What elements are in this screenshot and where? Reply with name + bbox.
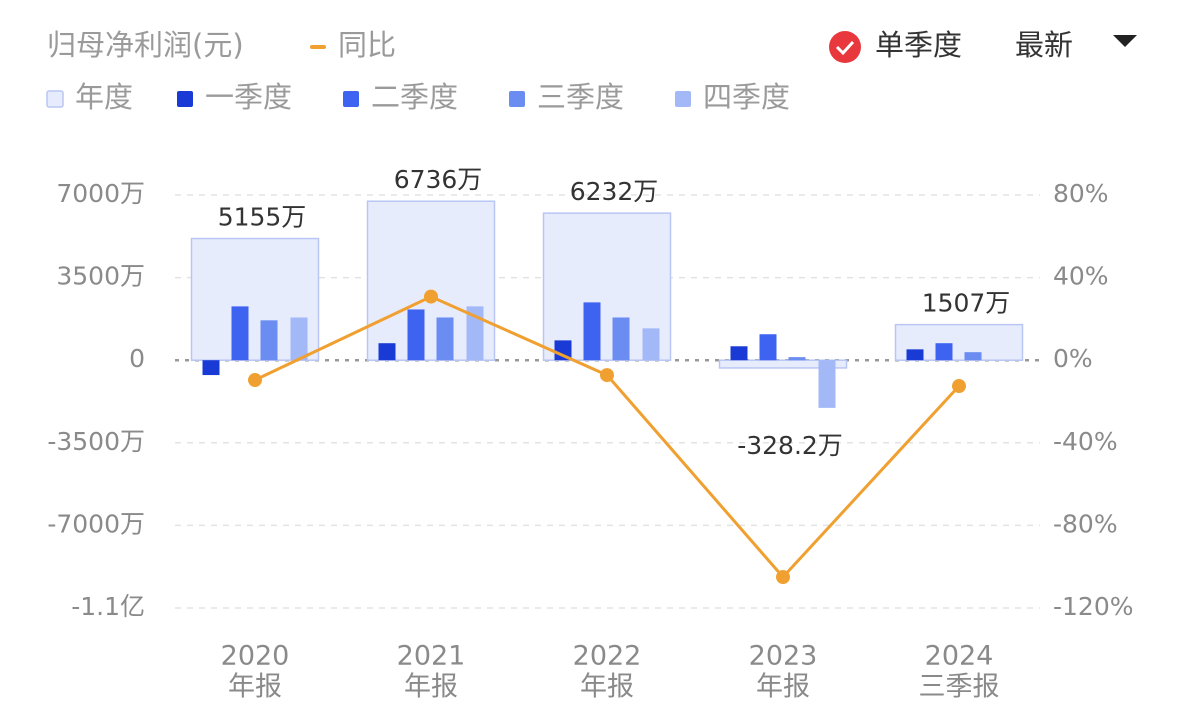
yoy-point: [952, 379, 966, 394]
toggle-label[interactable]: 单季度: [875, 28, 962, 62]
value-label: 6232万: [570, 177, 659, 206]
value-label: 1507万: [922, 289, 1011, 318]
period-dropdown[interactable]: 最新: [1015, 28, 1137, 62]
x-tick-label: 年报: [580, 672, 634, 703]
quarter-bar: [202, 360, 220, 376]
legend-swatch: [343, 91, 359, 107]
yoy-point: [776, 570, 790, 585]
y-tick-label: -7000万: [47, 509, 145, 538]
quarter-bar: [730, 346, 748, 361]
check-icon[interactable]: [829, 31, 861, 63]
quarter-bar: [466, 306, 484, 361]
x-tick-label: 年报: [404, 672, 458, 703]
quarter-bar: [642, 328, 660, 361]
y-tick-label: 3500万: [56, 262, 145, 291]
y-tick-label: -1.1亿: [71, 592, 145, 621]
value-label: -328.2万: [737, 431, 843, 460]
legend-label: 一季度: [205, 80, 292, 114]
yoy-point: [600, 368, 614, 383]
legend-swatch: [177, 91, 193, 107]
x-tick-label: 2024: [925, 641, 994, 672]
legend-swatch: [509, 91, 525, 107]
legend-label: 年度: [75, 80, 133, 114]
chart-title: 归母净利润(元): [47, 28, 244, 62]
x-tick-label: 2023: [749, 641, 818, 672]
x-tick-label: 2020: [221, 641, 290, 672]
check-mark: [835, 40, 855, 56]
x-tick-label: 2022: [573, 641, 642, 672]
x-tick-label: 年报: [228, 672, 282, 703]
y2-tick-label: -40%: [1053, 427, 1118, 456]
dropdown-label[interactable]: 最新: [1015, 28, 1073, 62]
legend-label: 二季度: [371, 80, 458, 114]
y-tick-label: 0: [129, 344, 145, 373]
y2-tick-label: 0%: [1053, 344, 1093, 373]
legend-label: 四季度: [703, 80, 790, 114]
quarter-bar: [759, 334, 777, 361]
quarter-bar: [935, 343, 953, 361]
x-tick-label: 三季报: [919, 672, 1000, 703]
y2-tick-label: 40%: [1053, 262, 1109, 291]
yoy-point: [424, 289, 438, 304]
annual-bar: [894, 323, 1024, 361]
quarter-bar: [818, 360, 836, 408]
y-tick-label: 7000万: [56, 179, 145, 208]
quarter-bar: [554, 340, 572, 361]
quarter-bar: [407, 309, 425, 361]
legend-label: 同比: [338, 28, 396, 62]
x-tick-label: 2021: [397, 641, 466, 672]
quarter-bar: [612, 317, 630, 361]
legend-label: 三季度: [537, 80, 624, 114]
y2-tick-label: -80%: [1053, 509, 1118, 538]
y2-tick-label: -120%: [1053, 592, 1134, 621]
yoy-point: [248, 373, 262, 388]
quarter-bar: [964, 352, 982, 361]
value-label: 6736万: [394, 165, 483, 194]
quarter-bar: [788, 357, 806, 361]
single-quarter-toggle[interactable]: 单季度: [829, 28, 962, 63]
dropdown-arrow[interactable]: [1113, 35, 1137, 47]
annual-bar: [718, 359, 848, 369]
quarter-bar: [378, 343, 396, 361]
quarter-bar: [231, 306, 249, 361]
value-label: 5155万: [218, 203, 307, 232]
legend-swatch: [675, 91, 691, 107]
quarter-bar: [290, 317, 308, 361]
x-tick-label: 年报: [756, 672, 810, 703]
quarter-bar: [436, 317, 454, 361]
y-tick-label: -3500万: [47, 427, 145, 456]
quarter-bar: [583, 302, 601, 361]
quarter-bar: [260, 320, 278, 361]
quarter-bar: [906, 349, 924, 361]
legend-swatch: [46, 90, 64, 108]
y2-tick-label: 80%: [1053, 179, 1109, 208]
